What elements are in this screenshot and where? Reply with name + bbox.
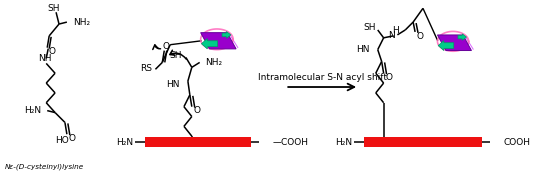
FancyArrow shape: [201, 38, 218, 49]
FancyArrow shape: [222, 32, 231, 38]
Text: N: N: [388, 31, 395, 40]
Text: SH: SH: [363, 23, 376, 33]
Text: NH₂: NH₂: [206, 58, 223, 67]
Text: H₂N: H₂N: [116, 138, 133, 147]
Text: SH: SH: [48, 4, 60, 13]
Text: NH: NH: [38, 54, 52, 63]
Text: H₂N: H₂N: [24, 106, 41, 115]
FancyArrow shape: [458, 34, 467, 40]
Text: SH: SH: [169, 51, 182, 60]
FancyArrow shape: [438, 41, 454, 51]
Text: O: O: [49, 47, 56, 56]
Bar: [145, 137, 251, 147]
Text: H: H: [392, 26, 399, 36]
Text: Intramolecular S-N acyl shift: Intramolecular S-N acyl shift: [257, 73, 387, 82]
FancyArrowPatch shape: [153, 45, 161, 50]
Text: Nε-(D-cysteinyl)lysine: Nε-(D-cysteinyl)lysine: [5, 163, 84, 170]
Text: HO: HO: [55, 136, 69, 145]
Polygon shape: [201, 33, 236, 49]
Polygon shape: [437, 35, 472, 51]
Bar: [364, 137, 482, 147]
Text: O: O: [68, 134, 75, 143]
Text: O: O: [163, 42, 170, 51]
Text: COOH: COOH: [504, 138, 531, 147]
Text: RS: RS: [140, 64, 153, 73]
Text: O: O: [385, 73, 392, 82]
Text: NH₂: NH₂: [73, 18, 90, 27]
Text: H₂N: H₂N: [335, 138, 352, 147]
FancyArrowPatch shape: [170, 50, 186, 59]
Text: —COOH: —COOH: [272, 138, 309, 147]
Text: HN: HN: [167, 80, 180, 89]
Text: O: O: [417, 32, 423, 41]
Text: O: O: [193, 106, 200, 115]
Text: HN: HN: [356, 45, 370, 54]
